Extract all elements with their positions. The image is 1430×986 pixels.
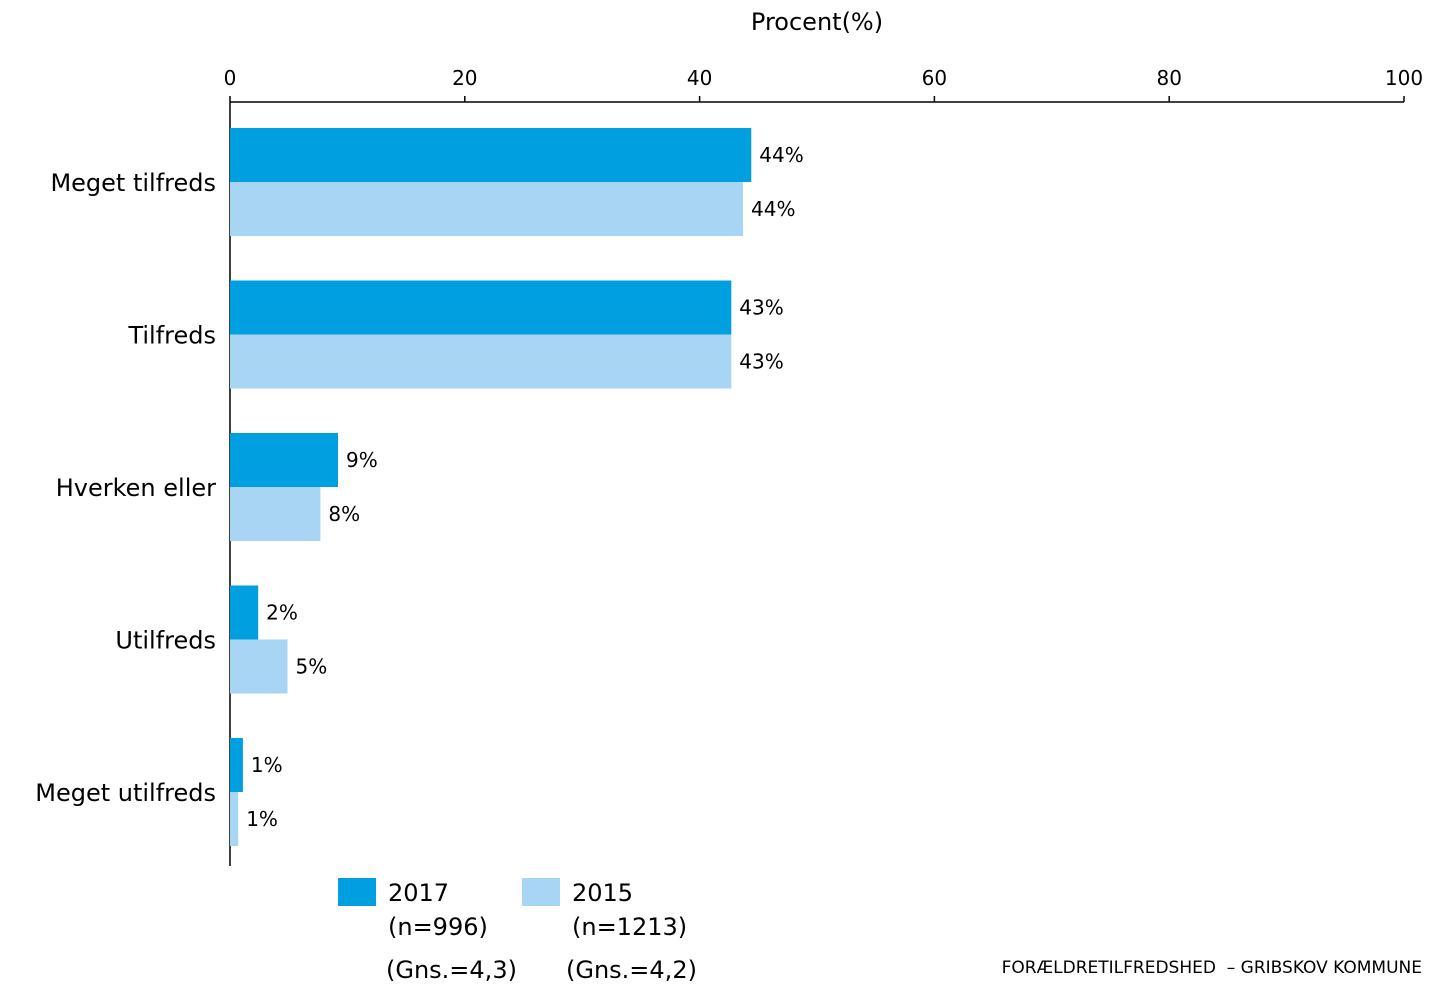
legend-gns-2015: (Gns.=4,2) <box>566 956 697 984</box>
category-label: Hverken eller <box>56 474 216 502</box>
data-label: 43% <box>739 350 783 374</box>
bar-2015-meget-utilfreds <box>230 792 239 846</box>
data-label: 2% <box>266 601 298 625</box>
legend-swatch-2017 <box>338 878 376 906</box>
category-label: Tilfreds <box>127 322 216 350</box>
category-label: Meget tilfreds <box>50 169 216 197</box>
bar-2017-utilfreds <box>230 585 259 640</box>
legend-gns-2017: (Gns.=4,3) <box>386 956 517 984</box>
x-tick-label: 80 <box>1156 66 1181 90</box>
legend-n: (n=996) <box>388 913 488 941</box>
bar-2015-hverken-eller <box>230 487 321 541</box>
x-tick-label: 60 <box>922 66 947 90</box>
legend-swatch-2015 <box>522 878 560 906</box>
bar-2017-hverken-eller <box>230 433 339 487</box>
bar-2017-meget-utilfreds <box>230 738 243 792</box>
bar-2015-utilfreds <box>230 639 288 694</box>
x-tick-label: 40 <box>687 66 712 90</box>
legend-item-2017: 2017 (n=996) <box>338 876 518 986</box>
legend-item-2015: 2015 (n=1213) <box>522 876 722 986</box>
data-label: 9% <box>346 448 378 472</box>
bar-2015-meget-tilfreds <box>230 182 744 236</box>
legend-n: (n=1213) <box>572 913 688 941</box>
x-axis-title: Procent(%) <box>750 8 884 36</box>
category-label: Utilfreds <box>115 627 216 655</box>
x-tick-label: 20 <box>452 66 477 90</box>
data-label: 1% <box>251 753 283 777</box>
category-label: Meget utilfreds <box>35 779 216 807</box>
x-tick-label: 0 <box>224 66 237 90</box>
legend-label-2017: 2017 (n=996) <box>388 876 488 944</box>
data-label: 8% <box>328 502 360 526</box>
data-label: 43% <box>739 296 783 320</box>
bar-2017-tilfreds <box>230 280 732 335</box>
x-tick-label: 100 <box>1385 66 1423 90</box>
footer-caption: FORÆLDRETILFREDSHED – GRIBSKOV KOMMUNE <box>1001 958 1422 978</box>
data-label: 1% <box>246 807 278 831</box>
legend-series-name: 2017 <box>388 879 450 907</box>
legend-series-name: 2015 <box>572 879 634 907</box>
legend-label-2015: 2015 (n=1213) <box>572 876 687 944</box>
data-label: 44% <box>751 197 795 221</box>
bar-2015-tilfreds <box>230 334 732 389</box>
bar-chart: 0 20 40 60 80 100 Meget tilfreds 44% 44% Tilfreds… <box>35 66 1423 866</box>
data-label: 5% <box>296 655 328 679</box>
data-label: 44% <box>759 143 803 167</box>
bar-2017-meget-tilfreds <box>230 128 752 182</box>
